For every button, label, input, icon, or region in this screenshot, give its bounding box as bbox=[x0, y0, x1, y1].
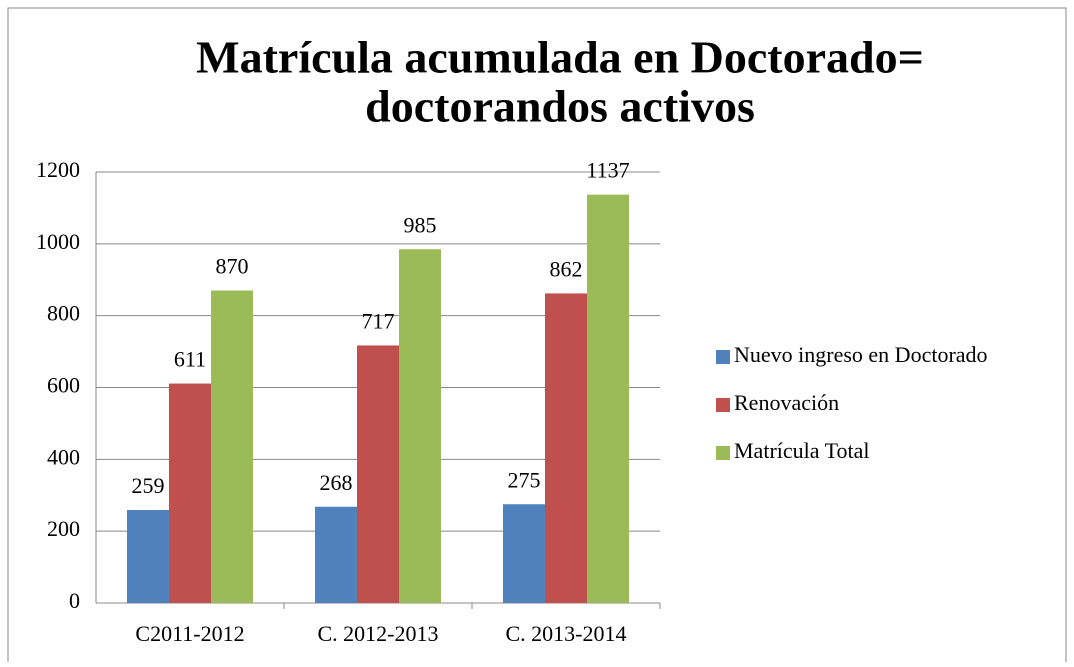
legend-label: Renovación bbox=[734, 390, 839, 415]
data-label: 611 bbox=[174, 347, 206, 372]
legend-label: Matrícula Total bbox=[734, 438, 870, 463]
bar bbox=[587, 194, 629, 603]
bar bbox=[357, 345, 399, 603]
data-label: 985 bbox=[404, 212, 437, 237]
y-tick-label: 1000 bbox=[36, 229, 80, 254]
y-tick-label: 400 bbox=[47, 444, 80, 469]
legend-swatch bbox=[716, 398, 730, 412]
bar bbox=[127, 509, 169, 603]
bar bbox=[315, 506, 357, 603]
bar bbox=[399, 249, 441, 604]
y-tick-label: 800 bbox=[47, 301, 80, 326]
data-label: 275 bbox=[508, 467, 541, 492]
chart-frame bbox=[7, 7, 1067, 667]
y-tick-label: 0 bbox=[69, 588, 80, 613]
chart-title: doctorandos activos bbox=[365, 81, 755, 132]
y-tick-label: 1200 bbox=[36, 157, 80, 182]
data-label: 870 bbox=[216, 254, 249, 279]
y-tick-label: 600 bbox=[47, 373, 80, 398]
data-label: 259 bbox=[132, 473, 165, 498]
x-tick-label: C. 2012-2013 bbox=[318, 621, 439, 646]
data-label: 268 bbox=[320, 470, 353, 495]
legend-swatch bbox=[716, 350, 730, 364]
legend-label: Nuevo ingreso en Doctorado bbox=[734, 342, 988, 367]
x-tick-label: C2011-2012 bbox=[135, 621, 244, 646]
data-label: 1137 bbox=[586, 158, 629, 183]
bar bbox=[211, 290, 253, 603]
legend-swatch bbox=[716, 446, 730, 460]
data-label: 717 bbox=[362, 309, 395, 334]
bar bbox=[169, 383, 211, 603]
data-label: 862 bbox=[550, 256, 583, 281]
bar bbox=[545, 293, 587, 603]
x-tick-label: C. 2013-2014 bbox=[506, 621, 627, 646]
chart-title: Matrícula acumulada en Doctorado= bbox=[196, 32, 924, 83]
bar bbox=[503, 504, 545, 603]
y-tick-label: 200 bbox=[47, 516, 80, 541]
